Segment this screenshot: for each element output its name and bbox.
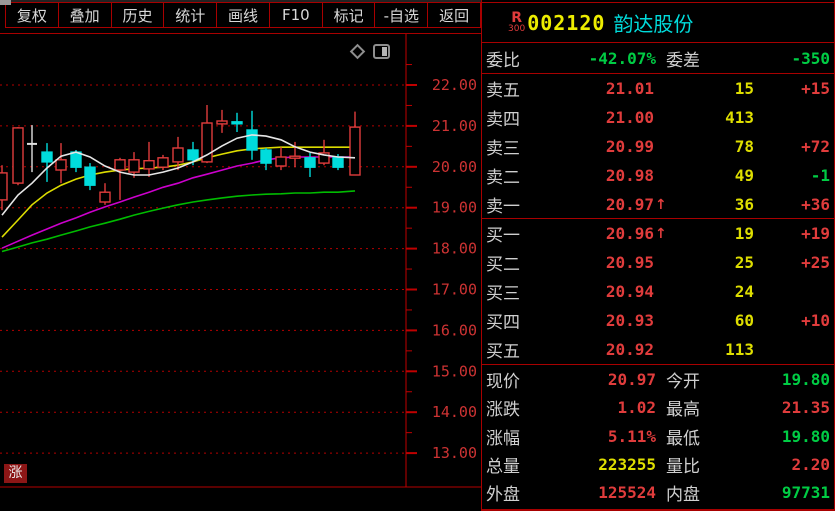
svg-text:17.00: 17.00	[432, 281, 477, 299]
ask-volume: 15	[734, 79, 754, 98]
bid-row-4[interactable]: 买四 20.93 60 +10	[486, 311, 830, 333]
outer-lots: 125524	[598, 483, 656, 503]
bid-price: 20.95	[605, 253, 654, 272]
svg-text:18.00: 18.00	[432, 240, 477, 258]
bid-change: +10	[801, 311, 830, 330]
menu-bar: 复权 叠加 历史 统计 画线 F10 标记 -自选 返回	[0, 2, 482, 34]
weibi-label: 委比	[486, 50, 520, 71]
diamond-marker-icon[interactable]	[349, 43, 366, 59]
ask-volume: 36	[734, 195, 754, 214]
candlestick-chart[interactable]: 22.00 21.00 20.00 19.00 18.00 17.00 16.00 15.00…	[0, 0, 482, 511]
menu-button-fanhui[interactable]: 返回	[428, 3, 482, 27]
menu-button-tongji[interactable]: 统计	[164, 3, 218, 27]
bid-row-2[interactable]: 买二 20.95 25 +25	[486, 253, 830, 275]
bid-price: 20.92	[605, 340, 654, 359]
weicha-value: -350	[791, 48, 830, 68]
ask-row-3[interactable]: 卖三 20.99 78 +72	[486, 137, 830, 159]
bid-volume: 113	[725, 340, 754, 359]
ask-row-5[interactable]: 卖五 21.01 15 +15	[486, 79, 830, 101]
price-change: 1.02	[617, 398, 656, 418]
stats-block: 现价 20.97 今开 19.80 涨跌 1.02 最高 21.35 涨幅 5.…	[482, 365, 834, 511]
rise-badge: 涨	[4, 464, 27, 483]
quote-panel: R 300 002120 韵达股份 委比 -42.07% 委差 -350 卖五 …	[481, 0, 835, 511]
menu-button-f10[interactable]: F10	[270, 3, 323, 27]
window-top-strip	[0, 0, 835, 2]
stat-row-lots: 外盘 125524 内盘 97731	[486, 483, 830, 506]
up-arrow-icon: ↑	[655, 196, 667, 213]
svg-text:16.00: 16.00	[432, 321, 477, 339]
stock-name: 韵达股份	[613, 12, 694, 36]
bid-volume: 60	[734, 311, 754, 330]
bid-price: 20.93	[605, 311, 654, 330]
svg-text:15.00: 15.00	[432, 362, 477, 380]
svg-text:22.00: 22.00	[432, 76, 477, 94]
ask-change: +36	[801, 195, 830, 214]
up-arrow-icon: ↑	[655, 225, 667, 242]
split-window-icon[interactable]	[373, 43, 390, 59]
svg-text:14.00: 14.00	[432, 403, 477, 421]
menu-button-fuquan[interactable]: 复权	[6, 3, 59, 27]
margin-index-marker: R 300	[508, 9, 526, 34]
ask-change: +72	[801, 137, 830, 156]
ask-change: +15	[801, 79, 830, 98]
stock-code: 002120	[527, 10, 606, 35]
bid-change: +19	[801, 224, 830, 243]
margin-r-icon: R	[511, 9, 522, 26]
ask-price: 21.00	[605, 108, 654, 127]
stat-row-pct: 涨幅 5.11% 最低 19.80	[486, 426, 830, 449]
ask-row-2[interactable]: 卖二 20.98 49 -1	[486, 166, 830, 188]
ask-row-4[interactable]: 卖四 21.00 413	[486, 108, 754, 130]
stat-row-change: 涨跌 1.02 最高 21.35	[486, 398, 830, 421]
svg-text:21.00: 21.00	[432, 117, 477, 135]
stat-row-volume: 总量 223255 量比 2.20	[486, 454, 830, 477]
index-300-icon: 300	[508, 23, 526, 34]
ask-price: 20.99	[605, 137, 654, 156]
menu-button-lishi[interactable]: 历史	[112, 3, 165, 27]
ask-price: 20.98	[605, 166, 654, 185]
ask-levels: 卖五 21.01 15 +15 卖四 21.00 413 卖三 20.99	[482, 74, 834, 219]
bid-volume: 25	[734, 253, 754, 272]
menu-button-huaxian[interactable]: 画线	[217, 3, 270, 27]
change-percent: 5.11%	[607, 426, 656, 446]
svg-text:13.00: 13.00	[432, 444, 477, 462]
kline-chart-region: 22.00 21.00 20.00 19.00 18.00 17.00 16.00 15.00…	[0, 0, 482, 511]
stock-title: R 300 002120 韵达股份	[482, 2, 834, 43]
menu-button-biaoji[interactable]: 标记	[323, 3, 376, 27]
ask-change: -1	[810, 166, 830, 185]
bid-row-5[interactable]: 买五 20.92 113	[486, 340, 754, 362]
weicha-label: 委差	[666, 50, 700, 71]
open-price: 19.80	[781, 369, 830, 389]
window-corner-fragment	[0, 0, 11, 5]
ask-volume: 78	[734, 137, 754, 156]
bid-volume: 24	[734, 282, 754, 301]
volume-ratio: 2.20	[791, 454, 830, 474]
menu-button-zixuan[interactable]: -自选	[375, 3, 429, 27]
low-price: 19.80	[781, 426, 830, 446]
svg-text:19.00: 19.00	[432, 199, 477, 217]
bid-levels: 买一 20.96 ↑ 19 +19 买二 20.95 25 +25 买三 20.…	[482, 219, 834, 365]
bid-row-3[interactable]: 买三 20.94 24	[486, 282, 754, 304]
bid-price: 20.96	[605, 224, 654, 243]
weibi-value: -42.07%	[588, 48, 656, 68]
bid-volume: 19	[734, 224, 754, 243]
ask-volume: 413	[725, 108, 754, 127]
high-price: 21.35	[781, 398, 830, 418]
current-price: 20.97	[607, 369, 656, 389]
stat-row-price: 现价 20.97 今开 19.80	[486, 369, 830, 392]
ask-price: 21.01	[605, 79, 654, 98]
ask-row-1[interactable]: 卖一 20.97 ↑ 36 +36	[486, 195, 830, 217]
menu-button-diejia[interactable]: 叠加	[59, 3, 112, 27]
inner-lots: 97731	[781, 483, 830, 503]
ask-volume: 49	[734, 166, 754, 185]
bid-row-1[interactable]: 买一 20.96 ↑ 19 +19	[486, 224, 830, 246]
bid-change: +25	[801, 253, 830, 272]
svg-text:20.00: 20.00	[432, 158, 477, 176]
total-volume: 223255	[598, 454, 656, 474]
ask-price: 20.97	[605, 195, 654, 214]
weibi-row: 委比 -42.07% 委差 -350	[482, 43, 834, 74]
bid-price: 20.94	[605, 282, 654, 301]
